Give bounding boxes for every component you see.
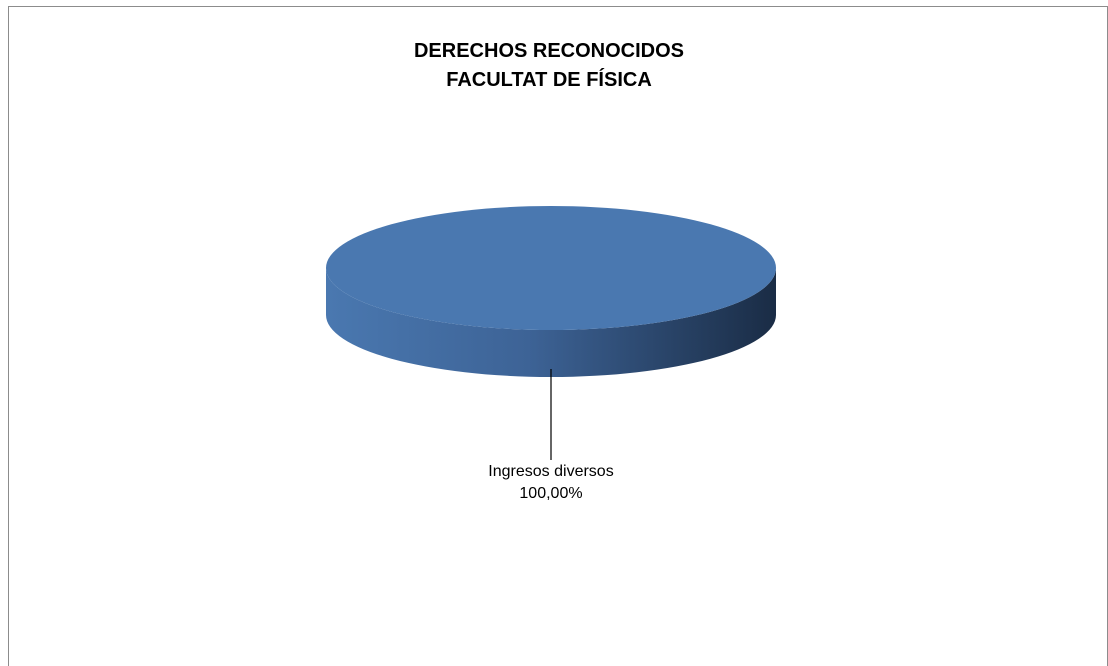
pie-slice-side-0 — [326, 268, 776, 377]
chart-area: DERECHOS RECONOCIDOS FACULTAT DE FÍSICA … — [8, 6, 1108, 666]
data-label-value: 100,00% — [519, 485, 582, 502]
data-label-name: Ingresos diversos — [488, 463, 613, 480]
chart-title: DERECHOS RECONOCIDOS FACULTAT DE FÍSICA — [9, 37, 1089, 95]
chart-title-line-2: FACULTAT DE FÍSICA — [446, 69, 652, 91]
pie-slices — [326, 206, 776, 377]
pie-slice-0 — [326, 206, 776, 330]
pie-chart: Ingresos diversos 100,00% — [326, 206, 776, 502]
chart-title-line-1: DERECHOS RECONOCIDOS — [413, 40, 685, 62]
